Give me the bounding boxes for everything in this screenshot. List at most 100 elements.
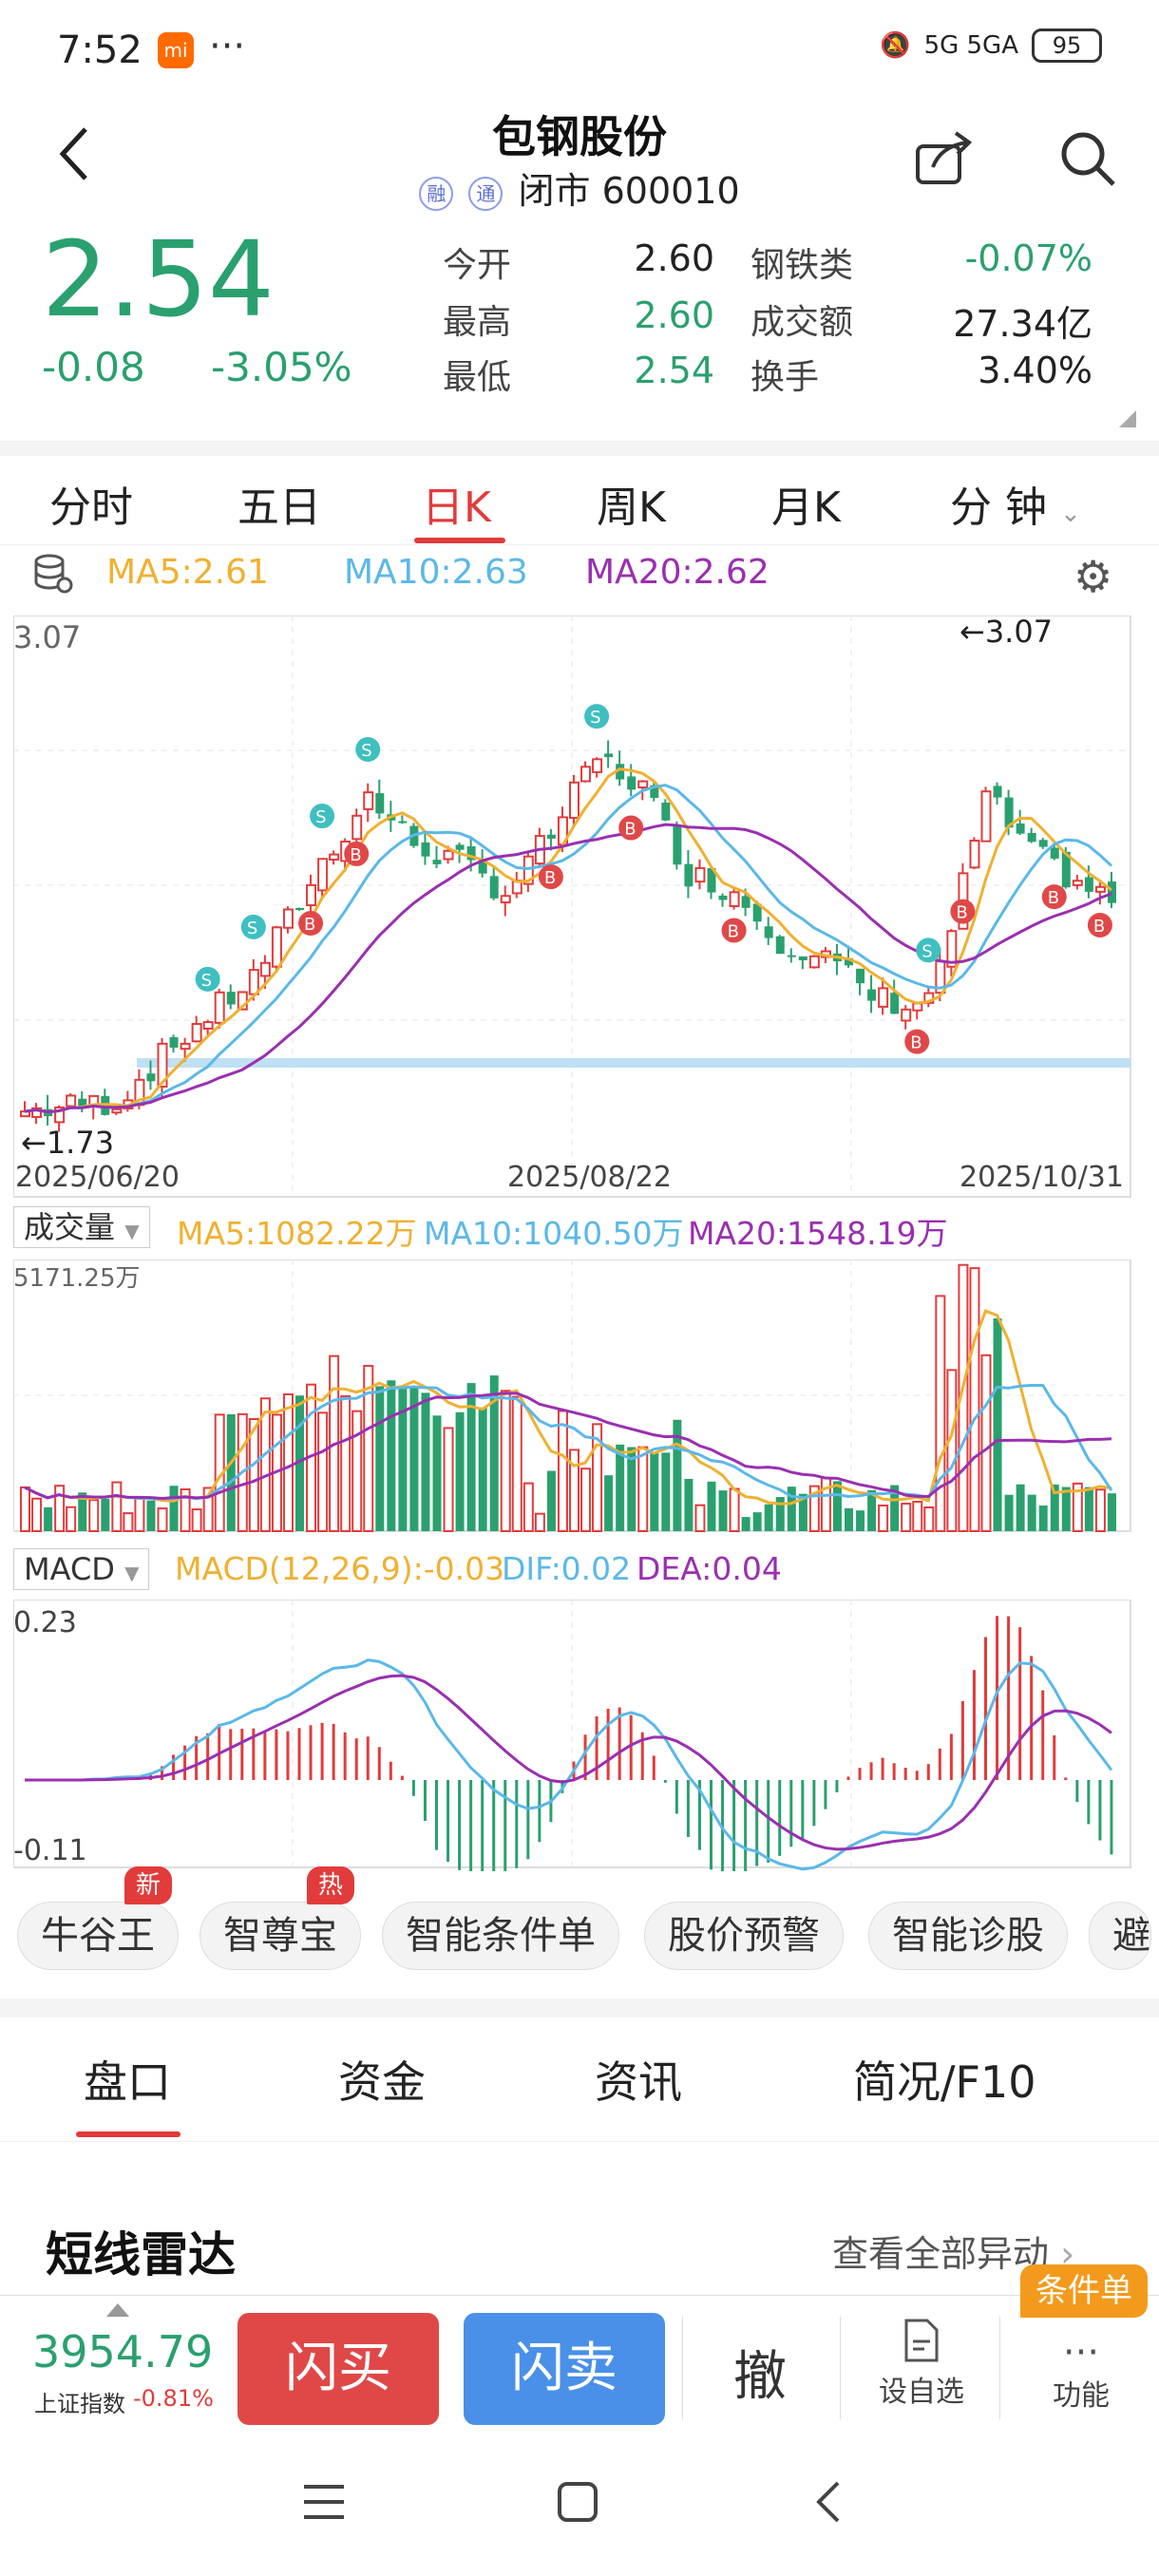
- pill-niuguwang[interactable]: 牛谷王 新: [17, 1866, 179, 1970]
- volume-selector[interactable]: 成交量 ▼: [13, 1206, 150, 1248]
- tab-funds[interactable]: 资金: [338, 2056, 426, 2108]
- active-tab-indicator: [414, 538, 505, 543]
- tab-weekly-k[interactable]: 周K: [597, 483, 666, 532]
- tab-news[interactable]: 资讯: [595, 2056, 682, 2108]
- macd-chart[interactable]: 0.23 -0.11: [13, 1600, 1132, 1871]
- volume-bar: [317, 1411, 329, 1532]
- macd-dea: DEA:0.04: [636, 1550, 782, 1587]
- pill-zhizunbao[interactable]: 智尊宝 热: [200, 1866, 361, 1970]
- flash-buy-button[interactable]: 闪买: [238, 2313, 439, 2425]
- volume-bar: [856, 1510, 865, 1531]
- volume-bar: [580, 1468, 592, 1533]
- function-label: 功能: [1053, 2379, 1110, 2413]
- candle-body: [169, 1036, 179, 1048]
- turnover-label: 成交额: [750, 303, 854, 342]
- volume-bar: [226, 1413, 236, 1531]
- candle-body: [329, 853, 340, 861]
- volume-bar: [534, 1512, 545, 1533]
- up-arrow-icon: [106, 2303, 129, 2317]
- volume-bar: [832, 1481, 842, 1531]
- index-name: 上证指数: [34, 2391, 125, 2417]
- back-nav-icon[interactable]: [813, 2479, 842, 2529]
- back-icon[interactable]: [57, 123, 91, 188]
- home-icon[interactable]: [557, 2481, 598, 2527]
- macd-selector-label: MACD: [24, 1551, 115, 1587]
- radar-more-link[interactable]: 查看全部异动 ›: [832, 2225, 1074, 2277]
- index-value[interactable]: 3954.79: [32, 2326, 214, 2377]
- candle-body: [673, 826, 682, 865]
- volume-bar: [478, 1407, 487, 1531]
- tab-pankou[interactable]: 盘口: [84, 2056, 171, 2108]
- volume-chart[interactable]: 5171.25万: [13, 1260, 1132, 1535]
- candle-body: [375, 793, 385, 814]
- cancel-order-button[interactable]: 撤: [733, 2346, 787, 2408]
- pill-smart-condition-order[interactable]: 智能条件单: [382, 1902, 619, 1970]
- tab-monthly-k[interactable]: 月K: [771, 483, 841, 532]
- search-icon[interactable]: [1058, 129, 1117, 192]
- candle-body: [259, 961, 271, 977]
- volume-bar: [1072, 1482, 1083, 1532]
- volume-bar: [980, 1354, 992, 1532]
- function-button[interactable]: ··· 功能: [1036, 2334, 1127, 2425]
- candle-body: [489, 876, 499, 899]
- volume-selector-label: 成交量: [24, 1209, 116, 1245]
- chevron-down-icon: ⌄: [1060, 500, 1081, 528]
- flash-sell-button[interactable]: 闪卖: [464, 2313, 665, 2425]
- sell-signal-marker: [195, 966, 220, 992]
- volume-bar: [616, 1444, 625, 1531]
- tab-five-day[interactable]: 五日: [238, 483, 321, 532]
- candle-body: [111, 1108, 123, 1114]
- volume-bar: [20, 1486, 30, 1532]
- volume-bar: [157, 1507, 168, 1532]
- candle-body: [592, 758, 603, 773]
- candles-group: [20, 740, 1116, 1132]
- signal-marker-letter: S: [315, 807, 326, 827]
- candle-body: [317, 858, 329, 892]
- volume-bar: [752, 1512, 762, 1531]
- tab-intraday[interactable]: 分时: [49, 483, 133, 532]
- tab-f10[interactable]: 简况/F10: [853, 2056, 1036, 2108]
- macd-dif: DIF:0.02: [502, 1550, 632, 1587]
- signal-marker-letter: B: [350, 845, 361, 865]
- buy-signal-marker: [904, 1029, 930, 1054]
- gear-icon[interactable]: ⚙: [1074, 551, 1113, 602]
- signal-markers: S S S S S S B B B B B B B B B: [195, 704, 1112, 1054]
- dropdown-caret-icon: ▼: [124, 1562, 140, 1584]
- candle-body: [66, 1094, 77, 1108]
- candle-body: [878, 987, 889, 1008]
- radar-more-label: 查看全部异动: [832, 2233, 1050, 2275]
- sell-signal-marker: [240, 914, 266, 939]
- sector-label[interactable]: 钢铁类: [750, 246, 854, 285]
- expand-corner-icon[interactable]: [1119, 410, 1136, 427]
- pill-price-alert[interactable]: 股价预警: [644, 1902, 844, 1970]
- menu-icon[interactable]: [302, 2483, 346, 2525]
- macd-selector[interactable]: MACD ▼: [13, 1548, 150, 1590]
- condition-order-badge[interactable]: 条件单: [1020, 2264, 1148, 2318]
- candle-body: [946, 930, 958, 968]
- kline-chart[interactable]: S S S S S S B B B B B B B B B 3.07 ←3.07 ←1.73: [13, 616, 1132, 1199]
- candle-body: [522, 855, 534, 885]
- share-icon[interactable]: [914, 129, 975, 190]
- pill-more[interactable]: 避: [1089, 1902, 1151, 1970]
- database-icon[interactable]: [32, 553, 74, 598]
- kline-high-marker: ←3.07: [960, 616, 1053, 650]
- pill-smart-diagnosis[interactable]: 智能诊股: [868, 1902, 1068, 1970]
- candle-body: [752, 903, 762, 922]
- index-pct: -0.81%: [133, 2385, 214, 2412]
- signal-marker-letter: S: [201, 971, 212, 991]
- volume-bar: [845, 1507, 853, 1531]
- tab-daily-k[interactable]: 日K: [422, 483, 491, 532]
- pill-label: 牛谷王: [41, 1914, 155, 1958]
- candle-body: [1050, 847, 1059, 859]
- add-watchlist-button[interactable]: 设自选: [876, 2317, 967, 2421]
- buy-signal-marker: [618, 815, 644, 841]
- volume-bar: [1004, 1494, 1014, 1531]
- candle-body: [764, 926, 773, 938]
- candle-body: [741, 896, 750, 908]
- volume-bar: [946, 1369, 958, 1532]
- signal-marker-letter: S: [590, 708, 600, 728]
- status-bar: 7:52 mi ··· 🔕 5G 5GA 95: [0, 0, 1159, 95]
- volume-bar: [707, 1481, 716, 1531]
- tab-minute[interactable]: 分 钟 ⌄: [950, 473, 1081, 534]
- candle-body: [1094, 885, 1106, 893]
